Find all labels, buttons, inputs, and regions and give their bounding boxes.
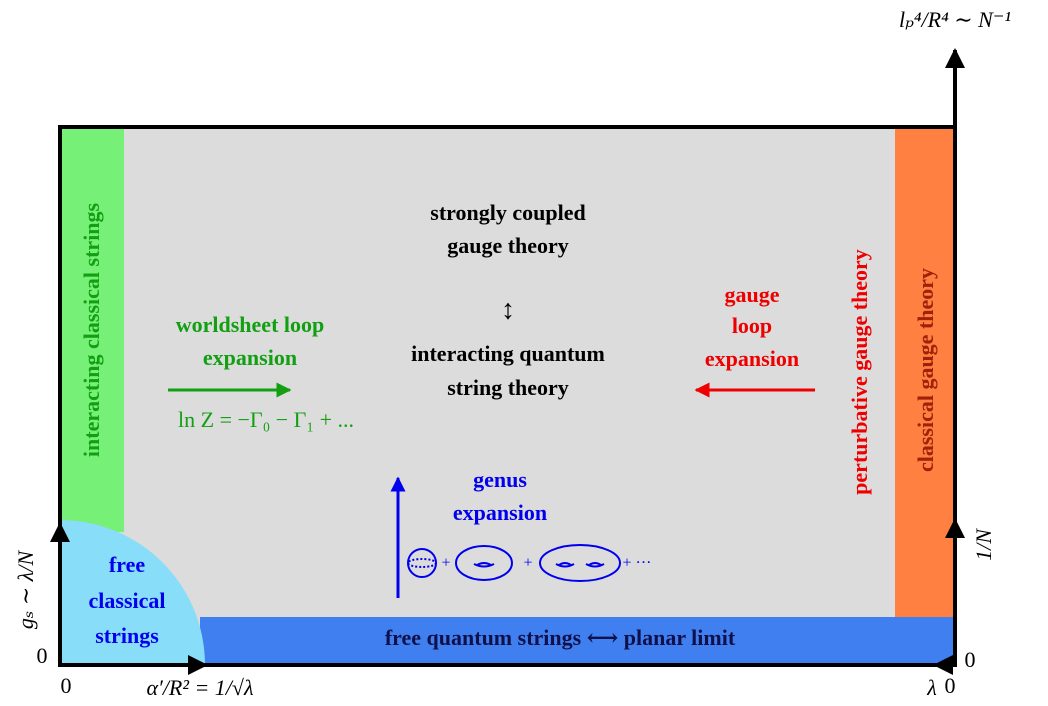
center-label: interacting quantum (411, 341, 605, 366)
axis-label: 1/N (971, 528, 996, 561)
genus-term: + ··· (622, 555, 651, 572)
strip-label: classical gauge theory (913, 268, 938, 472)
bulk-region (60, 127, 955, 665)
strip-label: perturbative gauge theory (847, 249, 872, 495)
bottom-strip (200, 617, 955, 665)
gauge-loop-label: loop (732, 313, 772, 338)
axis-label: λ (926, 675, 937, 700)
frame (58, 125, 957, 667)
center-label: string theory (447, 375, 569, 400)
center-label: gauge theory (447, 233, 569, 258)
corner-region (60, 520, 205, 665)
duality-arrow: ↕ (501, 294, 515, 325)
axis-label: gₛ ∼ λ/N (13, 550, 38, 629)
gauge-loop-label: gauge (725, 282, 780, 307)
worldsheet-formula: ln Z = −Γ₀ − Γ₁ + ... (178, 407, 354, 432)
strip-label: interacting classical strings (79, 202, 104, 457)
corner-label: free (109, 552, 145, 577)
zero-label: 0 (61, 673, 72, 698)
corner-label: strings (95, 623, 159, 648)
worldsheet-label: worldsheet loop (176, 312, 325, 337)
center-label: strongly coupled (430, 200, 585, 225)
gauge-loop-label: expansion (705, 346, 799, 371)
strip-label: free quantum strings ⟷ planar limit (385, 625, 736, 650)
genus-term: + (441, 555, 450, 572)
genus-label: expansion (453, 500, 547, 525)
axis-label: α′/R² = 1/√λ (146, 675, 253, 700)
genus-surfaces (407, 544, 621, 582)
corner-label: classical (89, 588, 166, 613)
genus-label: genus (473, 467, 527, 492)
left-strip (60, 127, 124, 532)
worldsheet-label: expansion (203, 345, 297, 370)
axis-label: lₚ⁴/R⁴ ∼ N⁻¹ (899, 7, 1011, 32)
zero-label: 0 (965, 647, 976, 672)
zero-label: 0 (37, 643, 48, 668)
genus-term: + (523, 555, 532, 572)
zero-label: 0 (945, 673, 956, 698)
